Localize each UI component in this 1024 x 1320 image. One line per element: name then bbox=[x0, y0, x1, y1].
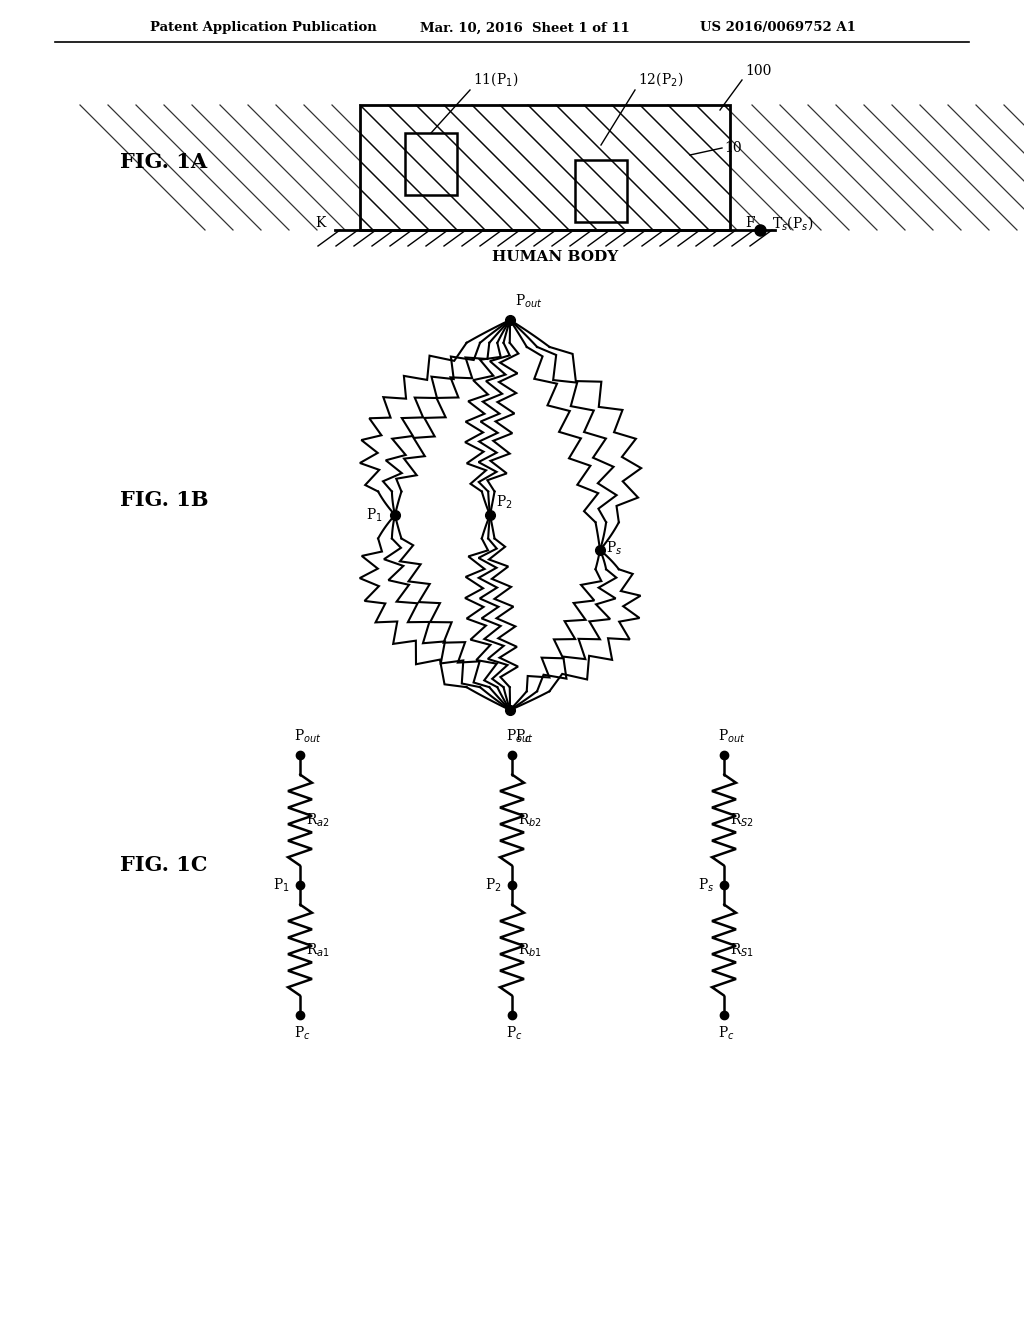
Text: P$_2$: P$_2$ bbox=[496, 494, 513, 511]
Text: R$_{S1}$: R$_{S1}$ bbox=[730, 941, 754, 958]
Bar bbox=[575, 160, 627, 222]
Text: P$_c$: P$_c$ bbox=[506, 1026, 522, 1043]
Text: P$_s$: P$_s$ bbox=[606, 540, 623, 557]
Text: R$_{S2}$: R$_{S2}$ bbox=[730, 812, 754, 829]
Text: F: F bbox=[745, 216, 755, 230]
Text: HUMAN BODY: HUMAN BODY bbox=[492, 249, 618, 264]
Text: R$_{b2}$: R$_{b2}$ bbox=[518, 812, 542, 829]
Text: 12(P$_2$): 12(P$_2$) bbox=[638, 70, 683, 88]
Text: P$_2$: P$_2$ bbox=[485, 876, 502, 894]
Text: US 2016/0069752 A1: US 2016/0069752 A1 bbox=[700, 21, 856, 34]
Bar bbox=[360, 106, 730, 230]
Text: K: K bbox=[314, 216, 326, 230]
Text: P$_{out}$: P$_{out}$ bbox=[718, 727, 745, 744]
Text: R$_{a2}$: R$_{a2}$ bbox=[306, 812, 330, 829]
Text: R$_{a1}$: R$_{a1}$ bbox=[306, 941, 330, 958]
Text: P$_{out}$: P$_{out}$ bbox=[294, 727, 322, 744]
Text: T$_s$(P$_s$): T$_s$(P$_s$) bbox=[772, 214, 813, 232]
Text: P$_c$: P$_c$ bbox=[515, 729, 531, 746]
Text: P$_{out}$: P$_{out}$ bbox=[506, 727, 534, 744]
Text: P$_1$: P$_1$ bbox=[367, 507, 383, 524]
Text: P$_{out}$: P$_{out}$ bbox=[515, 293, 543, 310]
Bar bbox=[360, 106, 730, 230]
Bar bbox=[406, 133, 457, 195]
Text: FIG. 1B: FIG. 1B bbox=[120, 490, 209, 510]
Text: 11(P$_1$): 11(P$_1$) bbox=[473, 70, 518, 88]
Text: 100: 100 bbox=[745, 63, 771, 78]
Text: FIG. 1A: FIG. 1A bbox=[120, 152, 207, 172]
Text: P$_c$: P$_c$ bbox=[718, 1026, 734, 1043]
Bar bbox=[360, 106, 730, 230]
Text: Patent Application Publication: Patent Application Publication bbox=[150, 21, 377, 34]
Text: Mar. 10, 2016  Sheet 1 of 11: Mar. 10, 2016 Sheet 1 of 11 bbox=[420, 21, 630, 34]
Text: P$_1$: P$_1$ bbox=[273, 876, 290, 894]
Text: P$_c$: P$_c$ bbox=[294, 1026, 310, 1043]
Text: 10: 10 bbox=[724, 141, 741, 154]
Text: FIG. 1C: FIG. 1C bbox=[120, 855, 208, 875]
Text: P$_s$: P$_s$ bbox=[697, 876, 714, 894]
Text: R$_{b1}$: R$_{b1}$ bbox=[518, 941, 542, 958]
